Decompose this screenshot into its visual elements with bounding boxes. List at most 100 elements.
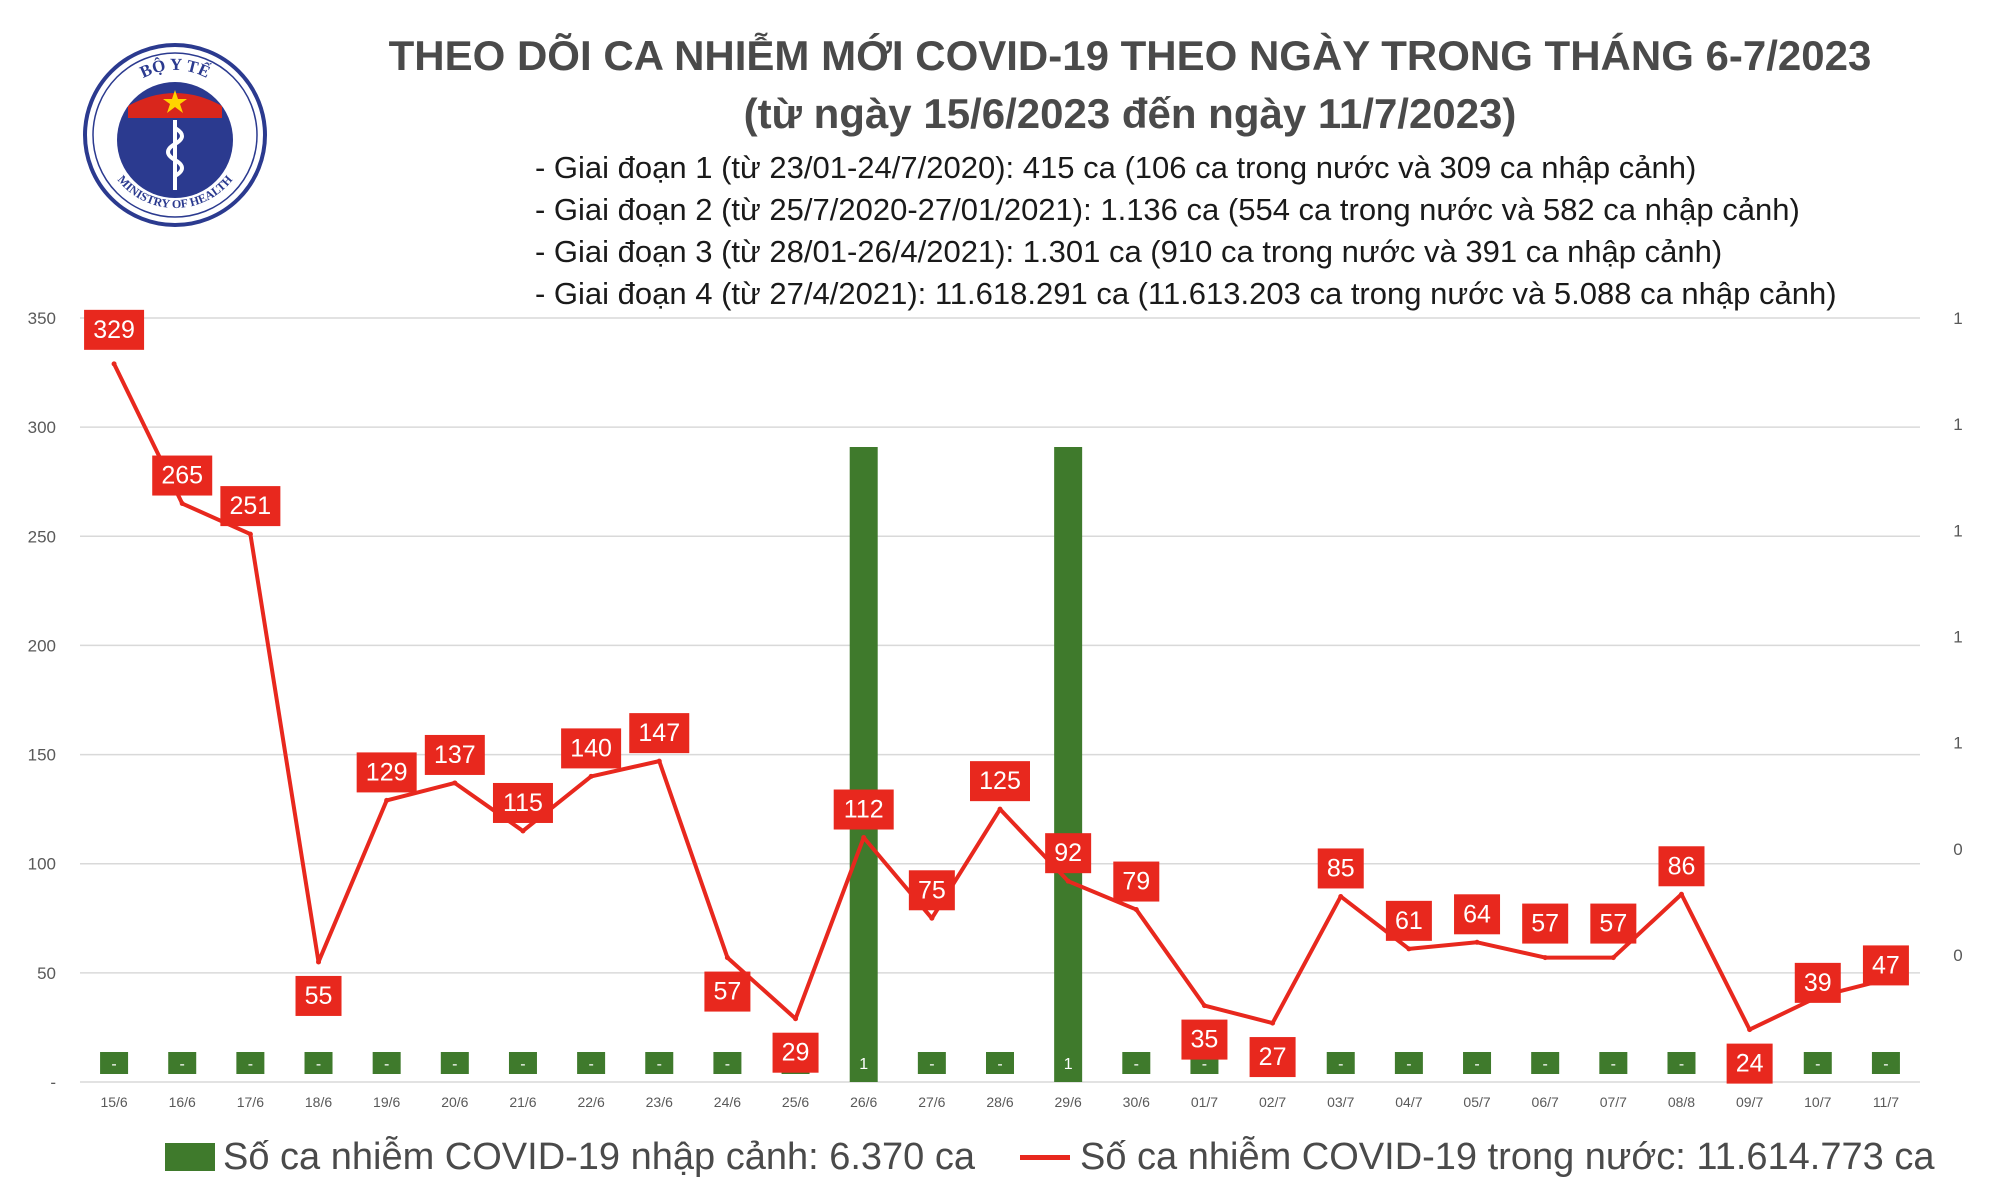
- chart-title: THEO DÕI CA NHIỄM MỚI COVID-19 THEO NGÀY…: [388, 32, 1872, 79]
- line-value-label-bg: [970, 761, 1030, 802]
- right-axis-tick-label: 1: [1953, 415, 1962, 434]
- left-axis-tick-label: 100: [28, 855, 56, 874]
- bar-value-label: -: [657, 1056, 662, 1073]
- line-point: [520, 828, 526, 834]
- legend-label-domestic: Số ca nhiễm COVID-19 trong nước: 11.614.…: [1080, 1135, 1935, 1178]
- left-axis-tick-label: 250: [28, 527, 56, 546]
- bar-value-label: -: [929, 1056, 934, 1073]
- line-value-label: 265: [161, 462, 203, 490]
- line-value-label: 129: [366, 758, 408, 786]
- line-value-label-bg: [1317, 848, 1364, 889]
- bar-imported: [372, 1052, 401, 1074]
- bar-imported: [986, 1052, 1014, 1074]
- left-axis-tick-label: 350: [28, 309, 56, 328]
- line-value-label-bg: [1385, 900, 1432, 941]
- line-point: [1542, 955, 1548, 961]
- bar-imported: [917, 1052, 946, 1074]
- x-axis-tick-label: 20/6: [441, 1094, 468, 1110]
- bar-imported: [1803, 1052, 1832, 1074]
- bar-imported: [304, 1052, 333, 1074]
- bar-value-label: -: [1474, 1056, 1479, 1073]
- line-point: [1678, 891, 1684, 897]
- line-value-label-bg: [833, 789, 894, 830]
- line-value-label: 147: [638, 719, 680, 747]
- line-value-label: 115: [503, 789, 543, 817]
- line-value-label-bg: [561, 728, 622, 769]
- bar-imported: [236, 1052, 265, 1074]
- x-axis-tick-label: 28/6: [986, 1094, 1013, 1110]
- line-value-label: 29: [782, 1039, 810, 1067]
- chart-subtitle: (từ ngày 15/6/2023 đến ngày 11/7/2023): [743, 90, 1517, 137]
- line-point: [724, 955, 730, 961]
- x-axis-tick-label: 05/7: [1463, 1094, 1490, 1110]
- line-value-label: 79: [1122, 868, 1150, 896]
- bar-value-label: -: [1202, 1056, 1207, 1073]
- line-value-label-bg: [424, 734, 485, 775]
- bar-value-label: -: [1679, 1056, 1684, 1073]
- line-point: [111, 361, 117, 367]
- line-value-label: 64: [1463, 900, 1491, 928]
- x-axis-tick-label: 18/6: [305, 1094, 332, 1110]
- line-value-label: 86: [1668, 852, 1696, 880]
- x-axis-tick-label: 06/7: [1532, 1094, 1559, 1110]
- line-point: [1201, 1003, 1207, 1009]
- stage-item: - Giai đoạn 1 (từ 23/01-24/7/2020): 415 …: [535, 150, 1697, 185]
- line-point: [1474, 939, 1480, 945]
- line-point: [929, 915, 935, 921]
- line-value-label: 57: [1531, 910, 1559, 938]
- right-axis-tick-label: 1: [1953, 521, 1962, 540]
- line-point: [861, 835, 867, 841]
- line-value-label-bg: [1454, 894, 1501, 935]
- bar-value-label: -: [316, 1056, 321, 1073]
- bar-imported: [1463, 1052, 1492, 1074]
- bar-imported: [1871, 1052, 1900, 1074]
- line-value-label: 39: [1804, 969, 1832, 997]
- x-axis-tick-label: 15/6: [100, 1094, 127, 1110]
- bar-value-label: -: [384, 1056, 389, 1073]
- bar-imported: [168, 1052, 197, 1074]
- left-axis-tick-label: -: [50, 1073, 56, 1092]
- bar-value-label: -: [997, 1056, 1002, 1073]
- legend-item-imported: Số ca nhiễm COVID-19 nhập cảnh: 6.370 ca: [165, 1136, 975, 1179]
- x-axis-tick-label: 02/7: [1259, 1094, 1286, 1110]
- line-value-label-bg: [356, 752, 417, 793]
- line-point: [656, 758, 662, 764]
- bar-value-label: -: [520, 1056, 525, 1073]
- line-value-label-bg: [1794, 962, 1841, 1003]
- bar-imported: [849, 447, 878, 1082]
- line-point: [452, 780, 458, 786]
- chart-legend: Số ca nhiễm COVID-19 nhập cảnh: 6.370 ca…: [165, 1132, 1934, 1182]
- bar-imported: [440, 1052, 469, 1074]
- line-value-label-bg: [908, 870, 955, 911]
- line-point: [1065, 878, 1071, 884]
- line-value-label: 85: [1327, 854, 1355, 882]
- line-value-label: 125: [979, 767, 1021, 795]
- line-point: [793, 1016, 799, 1022]
- line-value-label-bg: [1249, 1037, 1296, 1078]
- line-value-label: 47: [1872, 951, 1900, 979]
- line-value-label: 137: [434, 741, 476, 769]
- stage-item: - Giai đoạn 3 (từ 28/01-26/4/2021): 1.30…: [535, 234, 1723, 269]
- line-value-label-bg: [704, 971, 751, 1012]
- legend-bar-swatch: [165, 1143, 215, 1171]
- line-value-label-bg: [1181, 1019, 1228, 1060]
- x-axis-tick-label: 08/8: [1668, 1094, 1695, 1110]
- bar-imported: [1394, 1052, 1423, 1074]
- bar-value-label: 1: [1064, 1056, 1073, 1073]
- x-axis-tick-label: 30/6: [1123, 1094, 1150, 1110]
- legend-item-domestic: Số ca nhiễm COVID-19 trong nước: 11.614.…: [1020, 1136, 1934, 1179]
- line-value-label: 55: [305, 982, 333, 1010]
- line-value-label: 92: [1054, 839, 1082, 867]
- line-value-label: 35: [1191, 1026, 1219, 1054]
- bar-imported: [1667, 1052, 1696, 1074]
- line-point: [1133, 907, 1139, 913]
- left-axis-tick-label: 300: [28, 418, 56, 437]
- line-value-label: 251: [230, 492, 272, 520]
- line-value-label: 140: [570, 734, 612, 762]
- stage-item: - Giai đoạn 2 (từ 25/7/2020-27/01/2021):…: [535, 192, 1800, 227]
- line-point: [247, 531, 253, 537]
- line-value-label-bg: [1862, 945, 1909, 986]
- line-value-label: 61: [1395, 907, 1423, 935]
- line-value-label: 112: [844, 796, 884, 824]
- bar-value-label: -: [1338, 1056, 1343, 1073]
